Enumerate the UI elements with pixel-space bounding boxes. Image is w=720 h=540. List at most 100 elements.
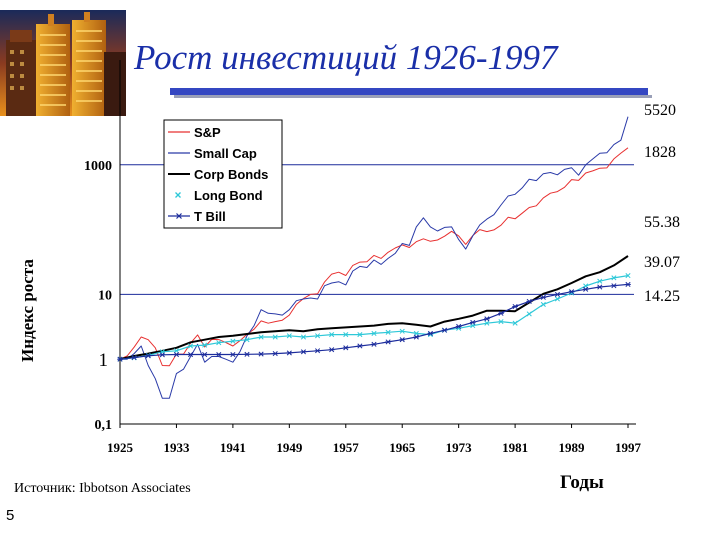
y-tick-label: 0,1 (95, 418, 113, 433)
series-point-t-bill (399, 337, 406, 343)
series-point-long-bond (512, 320, 518, 326)
city-skyline-picture (0, 10, 126, 116)
series-point-t-bill (498, 310, 504, 316)
axes (119, 60, 636, 425)
series-point-t-bill (357, 343, 363, 349)
x-tick-label: 1965 (389, 440, 416, 455)
series-point-t-bill (286, 350, 293, 356)
series-point-long-bond (216, 340, 222, 346)
page-number: 5 (6, 507, 15, 524)
legend-item: T Bill (168, 209, 226, 224)
series-point-t-bill (512, 303, 518, 310)
series-point-long-bond (611, 275, 617, 281)
series-point-long-bond (230, 338, 236, 344)
x-axis-label: Годы (560, 472, 604, 493)
series-point-t-bill (159, 352, 166, 358)
series-layer (117, 116, 631, 399)
end-label-5520: 5520 (644, 102, 676, 119)
legend: S&P Small Cap Corp Bonds Long Bond T Bill (163, 119, 283, 229)
series-point-t-bill (611, 283, 617, 289)
legend-label: T Bill (194, 209, 226, 224)
slide-title: Рост инвестиций 1926-1997 (134, 38, 558, 77)
y-tick-labels: 0,1 1 10 1000 (84, 159, 112, 433)
legend-item: Small Cap (168, 146, 257, 161)
series-point-t-bill (131, 355, 137, 361)
series-s-p (119, 147, 629, 367)
series-point-t-bill (540, 294, 547, 300)
series-point-long-bond (540, 301, 546, 307)
series-point-long-bond (286, 333, 292, 339)
series-point-t-bill (187, 351, 194, 358)
x-tick-label: 1989 (559, 440, 586, 455)
series-point-long-bond (597, 278, 603, 284)
legend-item: S&P (168, 125, 221, 140)
series-point-long-bond (188, 343, 194, 349)
end-labels: 5520 1828 55.38 39.07 14.25 (644, 102, 680, 305)
source-note: Источник: Ibbotson Associates (14, 481, 191, 496)
series-point-t-bill (342, 345, 349, 351)
series-point-t-bill (526, 298, 533, 304)
series-point-t-bill (371, 341, 377, 347)
legend-label: Small Cap (194, 146, 257, 161)
x-tick-label: 1949 (276, 440, 303, 455)
series-long-bond (117, 273, 631, 362)
series-point-t-bill (215, 351, 222, 358)
series-point-t-bill (145, 353, 152, 359)
legend-label: Long Bond (194, 188, 263, 203)
y-tick-label: 1000 (84, 159, 112, 174)
series-point-t-bill (469, 319, 476, 325)
x-tick-label: 1973 (446, 440, 473, 455)
series-point-t-bill (582, 286, 589, 292)
series-point-long-bond (202, 342, 208, 348)
series-point-t-bill (554, 291, 561, 297)
series-point-long-bond (371, 330, 377, 336)
series-point-t-bill (117, 356, 123, 362)
series-line-corp-bonds (119, 255, 629, 361)
series-point-long-bond (357, 332, 363, 338)
end-label-39-07: 39.07 (644, 254, 680, 271)
legend-label: S&P (194, 125, 221, 140)
y-tick-label: 1 (99, 350, 109, 371)
end-label-1828: 1828 (644, 144, 676, 161)
x-tick-label: 1941 (220, 440, 246, 455)
x-tick-label: 1981 (502, 440, 528, 455)
series-point-t-bill (328, 347, 335, 353)
x-tick-label: 1957 (333, 440, 360, 455)
legend-marker (176, 213, 182, 219)
series-line-small-cap (120, 116, 629, 399)
series-point-t-bill (413, 334, 420, 340)
title-underline-shadow (174, 95, 652, 98)
series-point-t-bill (230, 351, 236, 358)
legend-label: Corp Bonds (194, 167, 268, 182)
series-point-t-bill (596, 284, 603, 290)
series-point-long-bond (526, 311, 532, 317)
end-label-14-25: 14.25 (644, 288, 680, 305)
legend-marker (175, 192, 181, 198)
series-point-t-bill (314, 348, 321, 354)
series-point-long-bond (244, 337, 250, 343)
series-point-long-bond (315, 333, 321, 339)
y-axis-label: Индекс роста (18, 259, 37, 362)
series-point-long-bond (329, 332, 335, 338)
series-corp-bonds (119, 255, 629, 361)
series-line-t-bill (119, 283, 629, 360)
series-point-long-bond (343, 332, 349, 338)
x-tick-labels: 1925 1933 1941 1949 1957 1965 1973 1981 1989 1997 (107, 424, 642, 455)
series-point-t-bill (300, 349, 307, 355)
series-point-t-bill (272, 351, 279, 357)
series-point-t-bill (455, 323, 462, 330)
series-point-long-bond (272, 334, 278, 340)
series-point-long-bond (625, 273, 631, 279)
series-point-t-bill (568, 289, 575, 295)
series-point-t-bill (201, 351, 208, 358)
series-point-t-bill (173, 351, 180, 358)
series-point-t-bill (484, 316, 490, 322)
series-point-t-bill (385, 339, 391, 345)
series-point-t-bill (427, 330, 434, 336)
series-small-cap (120, 116, 629, 399)
series-point-long-bond (173, 348, 179, 354)
series-point-long-bond (399, 328, 405, 334)
series-point-long-bond (484, 320, 490, 326)
x-tick-label: 1997 (615, 440, 642, 455)
